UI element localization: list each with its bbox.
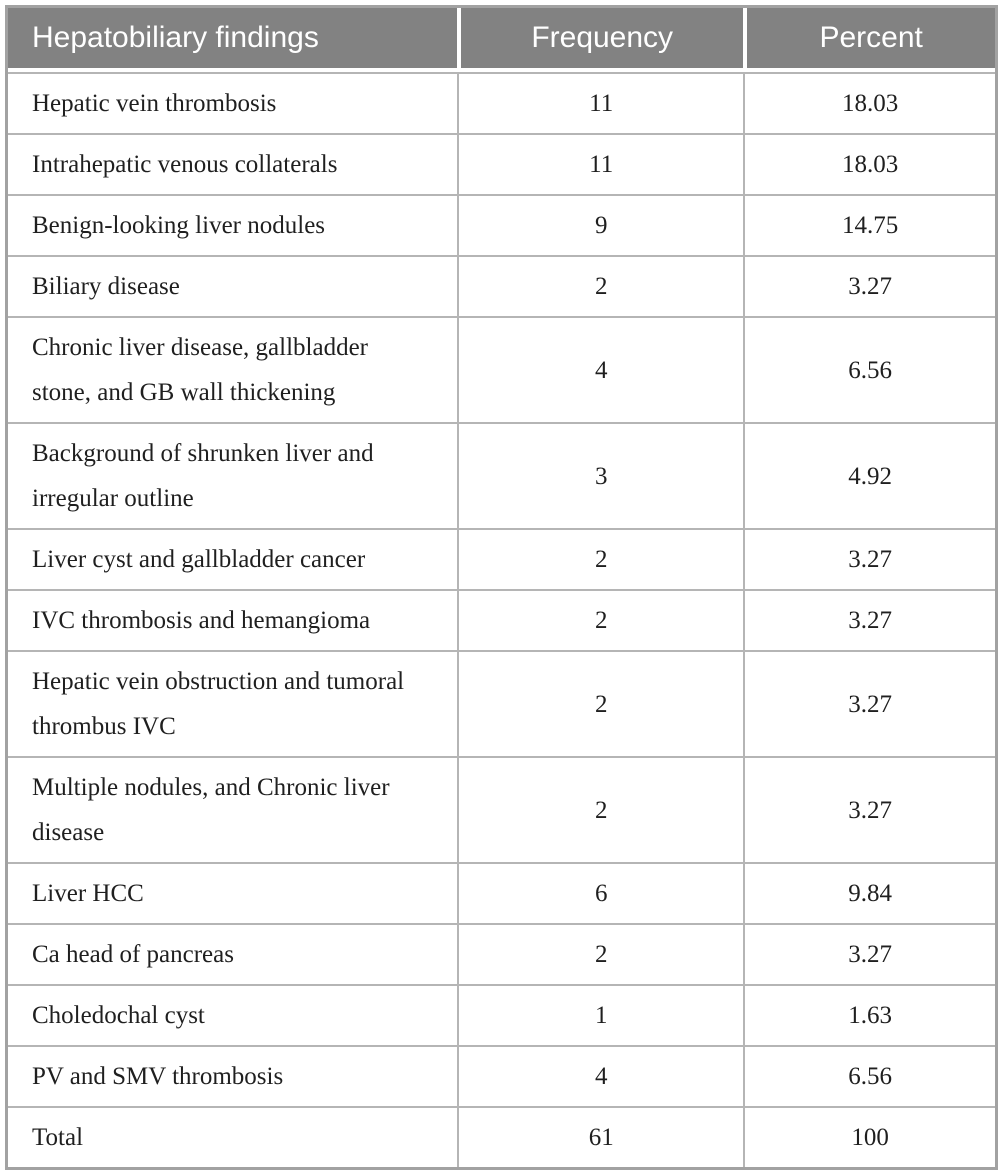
finding-cell: PV and SMV thrombosis bbox=[8, 1045, 458, 1106]
percent-cell: 3.27 bbox=[743, 589, 995, 650]
table-row: Biliary disease 2 3.27 bbox=[8, 255, 995, 316]
table-row: Hepatic vein obstruction and tumoral thr… bbox=[8, 650, 995, 756]
percent-cell: 6.56 bbox=[743, 316, 995, 422]
table-row: Benign-looking liver nodules 9 14.75 bbox=[8, 194, 995, 255]
percent-cell: 3.27 bbox=[743, 923, 995, 984]
frequency-cell: 2 bbox=[457, 650, 744, 756]
percent-cell: 14.75 bbox=[743, 194, 995, 255]
table-row: Hepatic vein thrombosis 11 18.03 bbox=[8, 72, 995, 133]
frequency-cell: 4 bbox=[457, 316, 744, 422]
column-header-percent: Percent bbox=[743, 8, 995, 72]
frequency-cell: 2 bbox=[457, 923, 744, 984]
frequency-cell: 9 bbox=[457, 194, 744, 255]
frequency-cell: 4 bbox=[457, 1045, 744, 1106]
table-row: PV and SMV thrombosis 4 6.56 bbox=[8, 1045, 995, 1106]
percent-cell: 3.27 bbox=[743, 255, 995, 316]
frequency-cell: 2 bbox=[457, 756, 744, 862]
frequency-cell: 2 bbox=[457, 255, 744, 316]
percent-cell: 1.63 bbox=[743, 984, 995, 1045]
table-row: Multiple nodules, and Chronic liver dise… bbox=[8, 756, 995, 862]
finding-cell: Liver HCC bbox=[8, 862, 458, 923]
frequency-cell: 2 bbox=[457, 589, 744, 650]
frequency-cell: 6 bbox=[457, 862, 744, 923]
table-row: Choledochal cyst 1 1.63 bbox=[8, 984, 995, 1045]
hepatobiliary-findings-table: Hepatobiliary findings Frequency Percent… bbox=[5, 5, 998, 1170]
total-frequency-cell: 61 bbox=[457, 1106, 744, 1167]
finding-cell: Ca head of pancreas bbox=[8, 923, 458, 984]
table-row: Background of shrunken liver and irregul… bbox=[8, 422, 995, 528]
frequency-cell: 1 bbox=[457, 984, 744, 1045]
finding-cell: Multiple nodules, and Chronic liver dise… bbox=[8, 756, 458, 862]
frequency-cell: 11 bbox=[457, 133, 744, 194]
finding-cell: Liver cyst and gallbladder cancer bbox=[8, 528, 458, 589]
total-label-cell: Total bbox=[8, 1106, 458, 1167]
percent-cell: 3.27 bbox=[743, 650, 995, 756]
percent-cell: 3.27 bbox=[743, 756, 995, 862]
table-row: Liver cyst and gallbladder cancer 2 3.27 bbox=[8, 528, 995, 589]
finding-cell: Intrahepatic venous collaterals bbox=[8, 133, 458, 194]
frequency-cell: 3 bbox=[457, 422, 744, 528]
finding-cell: Biliary disease bbox=[8, 255, 458, 316]
table-row total-row: Total 61 100 bbox=[8, 1106, 995, 1167]
total-percent-cell: 100 bbox=[743, 1106, 995, 1167]
finding-cell: Hepatic vein thrombosis bbox=[8, 72, 458, 133]
finding-cell: Background of shrunken liver and irregul… bbox=[8, 422, 458, 528]
finding-cell: IVC thrombosis and hemangioma bbox=[8, 589, 458, 650]
percent-cell: 3.27 bbox=[743, 528, 995, 589]
percent-cell: 4.92 bbox=[743, 422, 995, 528]
column-header-findings: Hepatobiliary findings bbox=[8, 8, 458, 72]
percent-cell: 6.56 bbox=[743, 1045, 995, 1106]
data-table: Hepatobiliary findings Frequency Percent… bbox=[8, 8, 995, 1167]
finding-cell: Benign-looking liver nodules bbox=[8, 194, 458, 255]
finding-cell: Choledochal cyst bbox=[8, 984, 458, 1045]
percent-cell: 18.03 bbox=[743, 72, 995, 133]
table-row: Chronic liver disease, gallbladder stone… bbox=[8, 316, 995, 422]
table-header: Hepatobiliary findings Frequency Percent bbox=[8, 8, 995, 72]
table-row: Ca head of pancreas 2 3.27 bbox=[8, 923, 995, 984]
percent-cell: 18.03 bbox=[743, 133, 995, 194]
percent-cell: 9.84 bbox=[743, 862, 995, 923]
finding-cell: Hepatic vein obstruction and tumoral thr… bbox=[8, 650, 458, 756]
table-body: Hepatic vein thrombosis 11 18.03 Intrahe… bbox=[8, 72, 995, 1167]
table-row: Intrahepatic venous collaterals 11 18.03 bbox=[8, 133, 995, 194]
header-row: Hepatobiliary findings Frequency Percent bbox=[8, 8, 995, 72]
column-header-frequency: Frequency bbox=[457, 8, 744, 72]
frequency-cell: 2 bbox=[457, 528, 744, 589]
table-row: Liver HCC 6 9.84 bbox=[8, 862, 995, 923]
finding-cell: Chronic liver disease, gallbladder stone… bbox=[8, 316, 458, 422]
frequency-cell: 11 bbox=[457, 72, 744, 133]
table-row: IVC thrombosis and hemangioma 2 3.27 bbox=[8, 589, 995, 650]
